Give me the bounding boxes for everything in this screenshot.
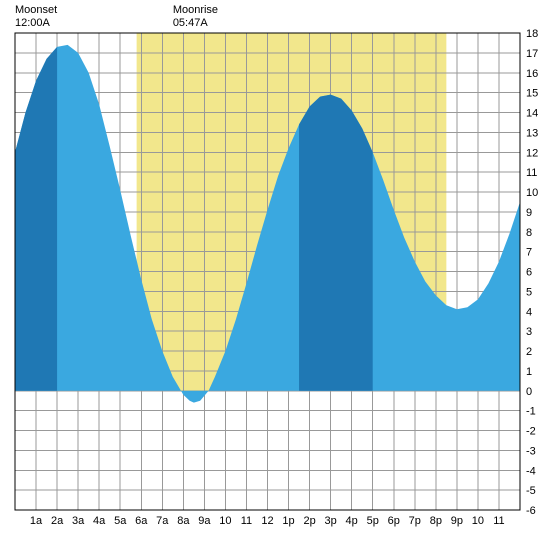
tide-chart: 1a2a3a4a5a6a7a8a9a1011121p2p3p4p5p6p7p8p… [0,0,550,550]
tide-dark-band-1 [299,95,373,391]
y-tick-label: 17 [526,48,538,60]
x-tick-label: 7p [409,515,421,527]
moonrise-name: Moonrise [173,4,218,17]
y-axis-labels: -6-5-4-3-2-10123456789101112131415161718 [526,28,538,517]
x-tick-label: 10 [219,515,231,527]
top-annotations: Moonset12:00A Moonrise05:47A [0,4,550,32]
x-tick-label: 6a [135,515,148,527]
y-tick-label: 1 [526,366,532,378]
y-tick-label: 14 [526,108,538,120]
y-tick-label: 0 [526,386,532,398]
y-tick-label: 2 [526,346,532,358]
y-tick-label: 3 [526,326,532,338]
x-tick-label: 9p [451,515,463,527]
x-tick-label: 10 [472,515,484,527]
moonrise-time: 05:47A [173,17,218,30]
moonset-time: 12:00A [15,17,57,30]
x-tick-label: 8p [430,515,442,527]
x-tick-label: 4p [346,515,358,527]
y-tick-label: -4 [526,465,536,477]
x-tick-label: 5p [367,515,379,527]
x-axis-labels: 1a 2a 3a 4a 5a 6a 7a 8a 9a 10 11 12 1p 2p 3p 4p 5p 6p 7p 8p… [30,515,505,527]
x-tick-label: 5a [114,515,127,527]
moonset-label: Moonset12:00A [15,4,57,30]
y-tick-label: 16 [526,68,538,80]
y-tick-label: 12 [526,147,538,159]
x-tick-label: 12 [261,515,273,527]
y-tick-label: 10 [526,187,538,199]
y-tick-label: -2 [526,426,536,438]
x-tick-label: 6p [388,515,400,527]
x-tick-label: 11 [493,515,504,527]
y-tick-label: 13 [526,127,538,139]
x-tick-label: 2p [303,515,315,527]
x-tick-label: 11 [241,515,252,527]
moonset-name: Moonset [15,4,57,17]
y-tick-label: -1 [526,406,536,418]
y-tick-label: 4 [526,306,532,318]
tide-dark-band-0 [15,47,57,391]
x-tick-label: 9a [198,515,211,527]
y-tick-label: -5 [526,485,536,497]
y-tick-label: 9 [526,207,532,219]
y-tick-label: -6 [526,505,536,517]
x-tick-label: 1p [282,515,294,527]
y-tick-label: 5 [526,286,532,298]
y-tick-label: -3 [526,445,536,457]
x-tick-label: 7a [156,515,169,527]
x-tick-label: 2a [51,515,64,527]
x-tick-label: 4a [93,515,106,527]
x-tick-label: 8a [177,515,190,527]
y-tick-label: 8 [526,227,532,239]
y-tick-label: 6 [526,267,532,279]
x-tick-label: 3p [325,515,337,527]
y-tick-label: 7 [526,247,532,259]
y-tick-label: 15 [526,88,538,100]
moonrise-label: Moonrise05:47A [173,4,218,30]
x-tick-label: 3a [72,515,85,527]
x-tick-label: 1a [30,515,43,527]
y-tick-label: 11 [526,167,537,179]
